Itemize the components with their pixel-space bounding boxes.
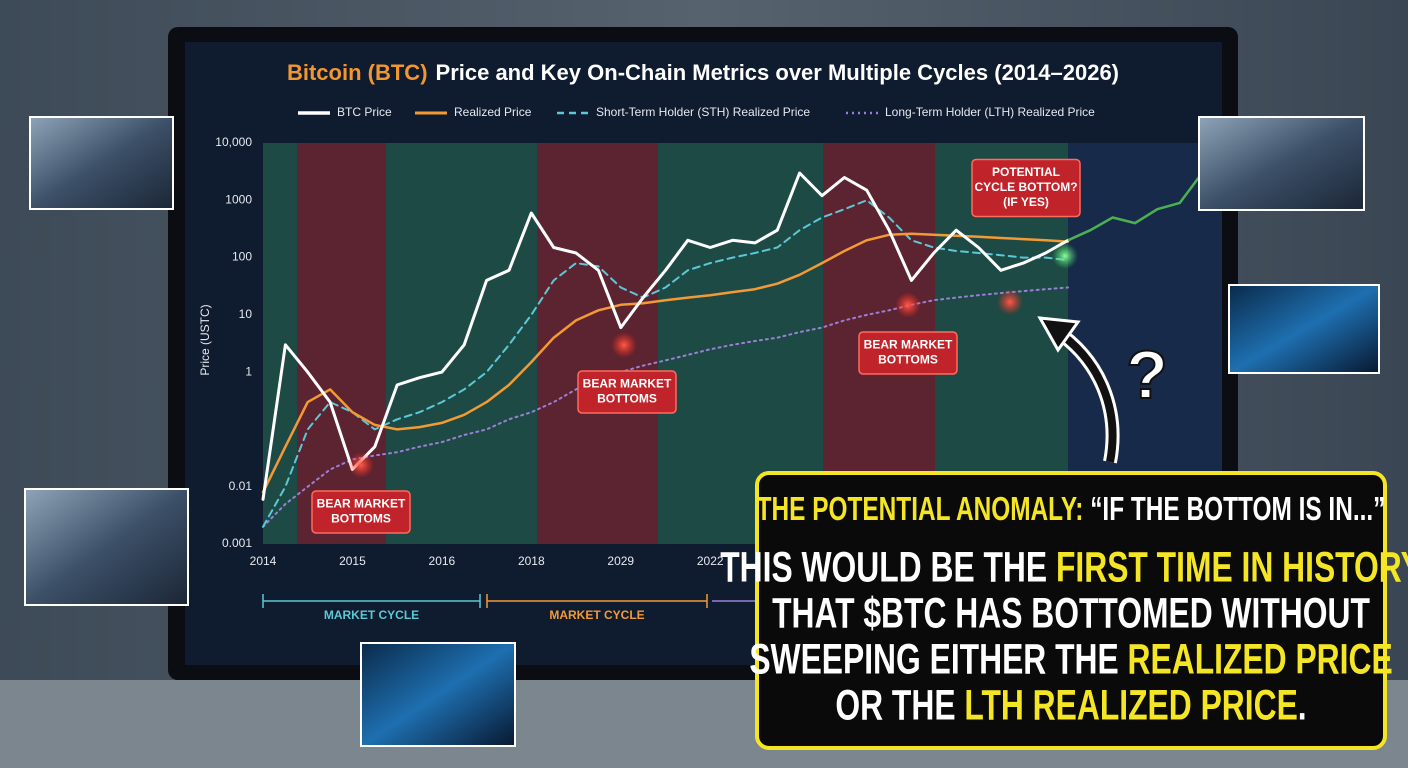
- glow: [895, 292, 921, 318]
- cycle-label: MARKET CYCLE: [549, 608, 644, 622]
- annotation-text: BOTTOMS: [597, 392, 657, 406]
- callout-line: THAT $BTC HAS BOTTOMED WITHOUT: [772, 590, 1370, 638]
- bull-band: [263, 143, 297, 544]
- photo: [24, 488, 189, 606]
- y-tick-label: 10,000: [215, 135, 252, 149]
- callout-segment: THE POTENTIAL ANOMALY:: [757, 491, 1084, 527]
- callout-box: [755, 471, 1387, 750]
- annotation-text: BEAR MARKET: [864, 338, 953, 352]
- callout-segment: .: [1298, 682, 1307, 730]
- callout-segment: OR THE: [835, 682, 964, 730]
- projection-line: [1067, 172, 1204, 242]
- arrow: [1052, 326, 1117, 463]
- series-line: [261, 232, 1070, 494]
- photos: [24, 116, 1380, 747]
- arrow-head: [1037, 316, 1081, 353]
- callout-line: SWEEPING EITHER THE REALIZED PRICE: [749, 636, 1392, 684]
- callout-segment: LTH REALIZED PRICE: [964, 682, 1297, 730]
- photo: [360, 642, 516, 747]
- title-part: Price and Key On-Chain Metrics over Mult…: [436, 60, 1120, 85]
- glow: [1052, 243, 1078, 269]
- y-tick-label: 1: [245, 364, 252, 378]
- y-tick-label: 0.01: [229, 479, 253, 493]
- plot: 0.001 0.01 1 10 100 1000 10,000 2014 2015 2016 201…: [215, 105, 1204, 622]
- callout-text: THE POTENTIAL ANOMALY: “IF THE BOTTOM IS…: [720, 491, 1408, 729]
- annotation-text: CYCLE BOTTOM?: [974, 180, 1077, 194]
- y-tick-label: 10: [239, 307, 253, 321]
- legend-label: Realized Price: [454, 105, 532, 119]
- bear-band: [297, 143, 386, 544]
- y-axis-label: Price (USTC): [198, 304, 212, 375]
- bull-band: [386, 143, 537, 544]
- x-tick-label: 2018: [518, 554, 545, 568]
- annotation-text: BEAR MARKET: [317, 497, 406, 511]
- glow: [997, 289, 1023, 315]
- glow: [611, 332, 637, 358]
- y-tick-label: 0.001: [222, 536, 252, 550]
- x-tick-label: 2015: [339, 554, 366, 568]
- callout-segment: “IF THE BOTTOM IS IN...”: [1083, 491, 1385, 527]
- y-tick-label: 100: [232, 250, 252, 264]
- chart-title: Bitcoin (BTC) Price and Key On-Chain Metr…: [287, 60, 1119, 85]
- annotation-box: [311, 490, 411, 534]
- callout-segment: THIS WOULD BE THE: [720, 544, 1056, 592]
- legend-label: Short-Term Holder (STH) Realized Price: [596, 105, 810, 119]
- callout-heading: THE POTENTIAL ANOMALY: “IF THE BOTTOM IS…: [757, 491, 1386, 527]
- annotation-text: BOTTOMS: [331, 512, 391, 526]
- callout-segment: REALIZED PRICE: [1128, 636, 1393, 684]
- title-part: Bitcoin (BTC): [287, 60, 428, 85]
- bear-band: [537, 143, 658, 544]
- cycle-label: MARKET CYCLE: [324, 608, 419, 622]
- glow: [348, 452, 374, 478]
- callout-segment: FIRST TIME IN HISTORY: [1056, 544, 1408, 592]
- annotation-box: [858, 331, 958, 375]
- annotation-box: [577, 370, 677, 414]
- annotation-text: BOTTOMS: [878, 353, 938, 367]
- x-tick-label: 2022: [697, 554, 724, 568]
- legend-label: Long-Term Holder (LTH) Realized Price: [885, 105, 1095, 119]
- x-tick-label: 2029: [607, 554, 634, 568]
- x-tick-label: 2016: [429, 554, 456, 568]
- callout-segment: SWEEPING EITHER THE: [749, 636, 1127, 684]
- question-mark: ?: [1126, 337, 1168, 413]
- series-line: [261, 171, 1070, 501]
- annotation-text: (IF YES): [1003, 195, 1049, 209]
- series-line: [262, 286, 1069, 528]
- annotation-text: POTENTIAL: [992, 165, 1060, 179]
- callout-segment: THAT $BTC HAS BOTTOMED WITHOUT: [772, 590, 1370, 638]
- series-line: [262, 199, 1069, 528]
- photo: [1198, 116, 1365, 211]
- callout-line: THIS WOULD BE THE FIRST TIME IN HISTORY: [720, 544, 1408, 592]
- annotation-text: BEAR MARKET: [583, 377, 672, 391]
- x-tick-label: 2014: [250, 554, 277, 568]
- y-tick-label: 1000: [225, 192, 252, 206]
- callout-line: OR THE LTH REALIZED PRICE.: [835, 682, 1306, 730]
- photo: [1228, 284, 1380, 374]
- photo: [29, 116, 174, 210]
- annotation-box: [971, 158, 1081, 218]
- legend-label: BTC Price: [337, 105, 392, 119]
